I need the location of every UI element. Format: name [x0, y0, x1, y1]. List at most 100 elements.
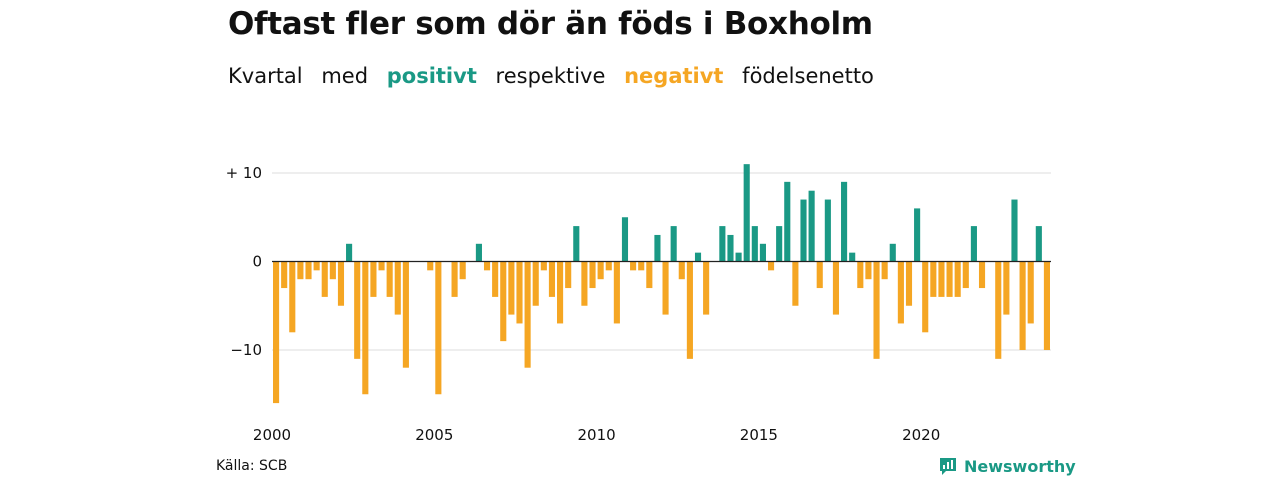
bar — [654, 234, 661, 262]
bar — [694, 252, 702, 262]
bar — [386, 261, 393, 297]
bar — [995, 261, 1002, 359]
bar — [289, 261, 296, 333]
bar — [638, 261, 645, 271]
y-tick-label: −10 — [230, 341, 262, 359]
bar — [500, 261, 507, 342]
bar — [808, 190, 815, 262]
bar — [954, 261, 961, 297]
bar — [930, 261, 937, 297]
bar — [857, 261, 864, 289]
y-tick-label: + 10 — [226, 164, 262, 182]
bar — [354, 261, 361, 359]
bar — [727, 234, 734, 262]
bar — [914, 208, 921, 262]
bar — [922, 261, 929, 333]
bar — [532, 261, 539, 306]
bar — [597, 261, 604, 280]
bar — [897, 261, 904, 324]
bar — [1043, 261, 1050, 350]
x-tick-label: 2015 — [740, 426, 778, 444]
bar — [621, 217, 629, 262]
bar — [743, 164, 750, 262]
bar — [938, 261, 945, 297]
bar — [1027, 261, 1034, 324]
bar — [686, 261, 693, 359]
subtitle-word: med — [321, 64, 369, 88]
source-note: Källa: SCB — [216, 458, 288, 474]
bar — [630, 261, 637, 271]
bar — [459, 261, 466, 280]
bar — [751, 226, 758, 262]
bar — [978, 261, 986, 289]
subtitle-word: respektive — [495, 64, 606, 88]
bar — [816, 261, 823, 289]
bar — [492, 261, 499, 297]
bar — [865, 261, 872, 280]
bar — [841, 181, 848, 262]
chart-title: Oftast fler som dör än föds i Boxholm — [228, 6, 873, 42]
x-tick-label: 2010 — [577, 426, 615, 444]
bar — [394, 261, 401, 315]
bar — [297, 261, 304, 280]
bar — [305, 261, 312, 280]
bar — [540, 261, 547, 271]
bar — [362, 261, 369, 395]
bar — [573, 226, 580, 262]
bar — [970, 226, 977, 262]
bar — [759, 243, 766, 262]
bar — [605, 261, 612, 271]
bar — [273, 261, 280, 404]
bar — [346, 243, 353, 262]
bar — [370, 261, 377, 297]
bar — [646, 261, 653, 289]
bar — [776, 226, 783, 262]
subtitle-word: födelsenetto — [742, 64, 874, 88]
bar — [784, 181, 791, 262]
x-tick-label: 2000 — [253, 426, 291, 444]
bar — [451, 261, 458, 297]
subtitle-positive-label: positivt — [386, 64, 477, 88]
bar — [435, 261, 442, 395]
bar — [905, 261, 913, 306]
bar — [735, 252, 742, 262]
bar — [1003, 261, 1010, 315]
bar — [378, 261, 385, 271]
bar — [1035, 226, 1042, 262]
bar — [662, 261, 669, 315]
bar — [703, 261, 710, 315]
bar — [524, 261, 531, 368]
bar — [589, 261, 596, 289]
bar — [329, 261, 336, 280]
bar — [824, 199, 831, 262]
bar — [792, 261, 799, 306]
bar — [508, 261, 515, 315]
subtitle-word: Kvartal — [228, 64, 303, 88]
bar — [581, 261, 588, 306]
bar — [281, 261, 288, 289]
bar — [475, 243, 482, 262]
newsworthy-logo: Newsworthy — [938, 456, 1076, 476]
bar — [337, 261, 345, 306]
chart-subtitle: Kvartal med positivt respektive negativt… — [228, 64, 886, 88]
bar — [832, 261, 840, 315]
bar — [946, 261, 953, 297]
bar — [1019, 261, 1026, 350]
bar — [565, 261, 572, 289]
bar — [678, 261, 685, 280]
bar — [516, 261, 523, 324]
x-tick-label: 2020 — [902, 426, 940, 444]
subtitle-negative-label: negativt — [624, 64, 724, 88]
bar — [719, 226, 726, 262]
bar — [873, 261, 880, 359]
bar — [557, 261, 564, 324]
bar — [881, 261, 888, 280]
x-tick-label: 2005 — [415, 426, 453, 444]
bar — [483, 261, 491, 271]
bar — [670, 226, 677, 262]
bar — [849, 252, 856, 262]
bar — [402, 261, 409, 368]
bar — [1011, 199, 1018, 262]
bar — [313, 261, 320, 271]
bar — [800, 199, 807, 262]
